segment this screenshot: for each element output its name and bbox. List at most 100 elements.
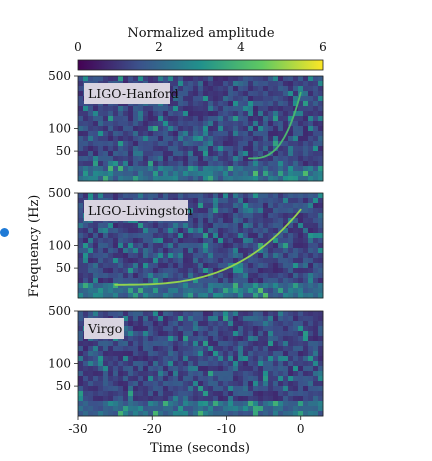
noise-cell [213, 146, 219, 152]
noise-cell [188, 111, 194, 117]
noise-cell [243, 218, 249, 224]
noise-cell [303, 316, 309, 322]
noise-cell [188, 341, 194, 347]
noise-cell [308, 111, 314, 117]
noise-cell [78, 141, 84, 147]
noise-cell [218, 131, 224, 137]
noise-cell [128, 366, 134, 372]
noise-cell [213, 293, 219, 299]
noise-cell [168, 391, 174, 397]
noise-cell [203, 381, 209, 387]
noise-cell [188, 156, 194, 162]
noise-cell [118, 243, 124, 249]
noise-cell [298, 268, 304, 274]
noise-cell [228, 356, 234, 362]
noise-cell [288, 193, 294, 199]
noise-cell [148, 193, 154, 199]
noise-cell [308, 233, 314, 239]
noise-cell [103, 248, 109, 254]
noise-cell [248, 131, 254, 137]
noise-cell [168, 376, 174, 382]
noise-cell [298, 278, 304, 284]
noise-cell [123, 136, 129, 142]
noise-cell [313, 111, 319, 117]
noise-cell [233, 126, 239, 132]
noise-cell [303, 176, 309, 182]
noise-cell [233, 288, 239, 294]
noise-cell [233, 273, 239, 279]
noise-cell [143, 406, 149, 412]
noise-cell [133, 346, 139, 352]
noise-cell [298, 81, 304, 87]
noise-cell [233, 208, 239, 214]
noise-cell [288, 253, 294, 259]
noise-cell [208, 326, 214, 332]
noise-cell [223, 386, 229, 392]
noise-cell [308, 351, 314, 357]
noise-cell [263, 81, 269, 87]
noise-cell [268, 361, 274, 367]
noise-cell [253, 146, 259, 152]
noise-cell [78, 283, 84, 289]
noise-cell [178, 341, 184, 347]
noise-cell [143, 341, 149, 347]
noise-cell [213, 311, 219, 317]
noise-cell [178, 96, 184, 102]
noise-cell [318, 116, 324, 122]
detector-label-box [84, 83, 170, 104]
noise-cell [113, 258, 119, 264]
noise-cell [83, 111, 89, 117]
noise-cell [133, 406, 139, 412]
noise-cell [238, 101, 244, 107]
noise-cell [248, 76, 254, 82]
noise-cell [148, 248, 154, 254]
noise-cell [273, 218, 279, 224]
noise-cell [198, 361, 204, 367]
noise-cell [78, 331, 84, 337]
noise-cell [98, 131, 104, 137]
noise-cell [283, 248, 289, 254]
noise-cell [148, 401, 154, 407]
noise-cell [288, 263, 294, 269]
noise-cell [228, 321, 234, 327]
noise-cell [223, 311, 229, 317]
noise-cell [93, 223, 99, 229]
noise-cell [228, 243, 234, 249]
noise-cell [293, 243, 299, 249]
noise-cell [238, 391, 244, 397]
noise-cell [228, 131, 234, 137]
noise-cell [83, 381, 89, 387]
noise-cell [153, 136, 159, 142]
noise-cell [253, 131, 259, 137]
noise-cell [133, 76, 139, 82]
noise-cell [298, 233, 304, 239]
noise-cell [293, 218, 299, 224]
noise-cell [273, 346, 279, 352]
noise-cell [273, 293, 279, 299]
noise-cell [103, 396, 109, 402]
noise-cell [193, 81, 199, 87]
noise-cell [138, 376, 144, 382]
noise-cell [188, 258, 194, 264]
noise-cell [223, 81, 229, 87]
x-tick-label: 0 [297, 422, 305, 436]
noise-cell [243, 151, 249, 157]
noise-cell [148, 321, 154, 327]
noise-cell [253, 81, 259, 87]
noise-cell [178, 86, 184, 92]
noise-cell [173, 248, 179, 254]
noise-cell [318, 161, 324, 167]
noise-cell [258, 193, 264, 199]
noise-cell [113, 116, 119, 122]
noise-cell [98, 356, 104, 362]
noise-cell [293, 316, 299, 322]
noise-cell [308, 366, 314, 372]
noise-cell [213, 218, 219, 224]
noise-cell [303, 131, 309, 137]
noise-cell [178, 151, 184, 157]
noise-cell [223, 278, 229, 284]
noise-cell [278, 253, 284, 259]
noise-cell [118, 311, 124, 317]
noise-cell [208, 151, 214, 157]
noise-cell [153, 391, 159, 397]
